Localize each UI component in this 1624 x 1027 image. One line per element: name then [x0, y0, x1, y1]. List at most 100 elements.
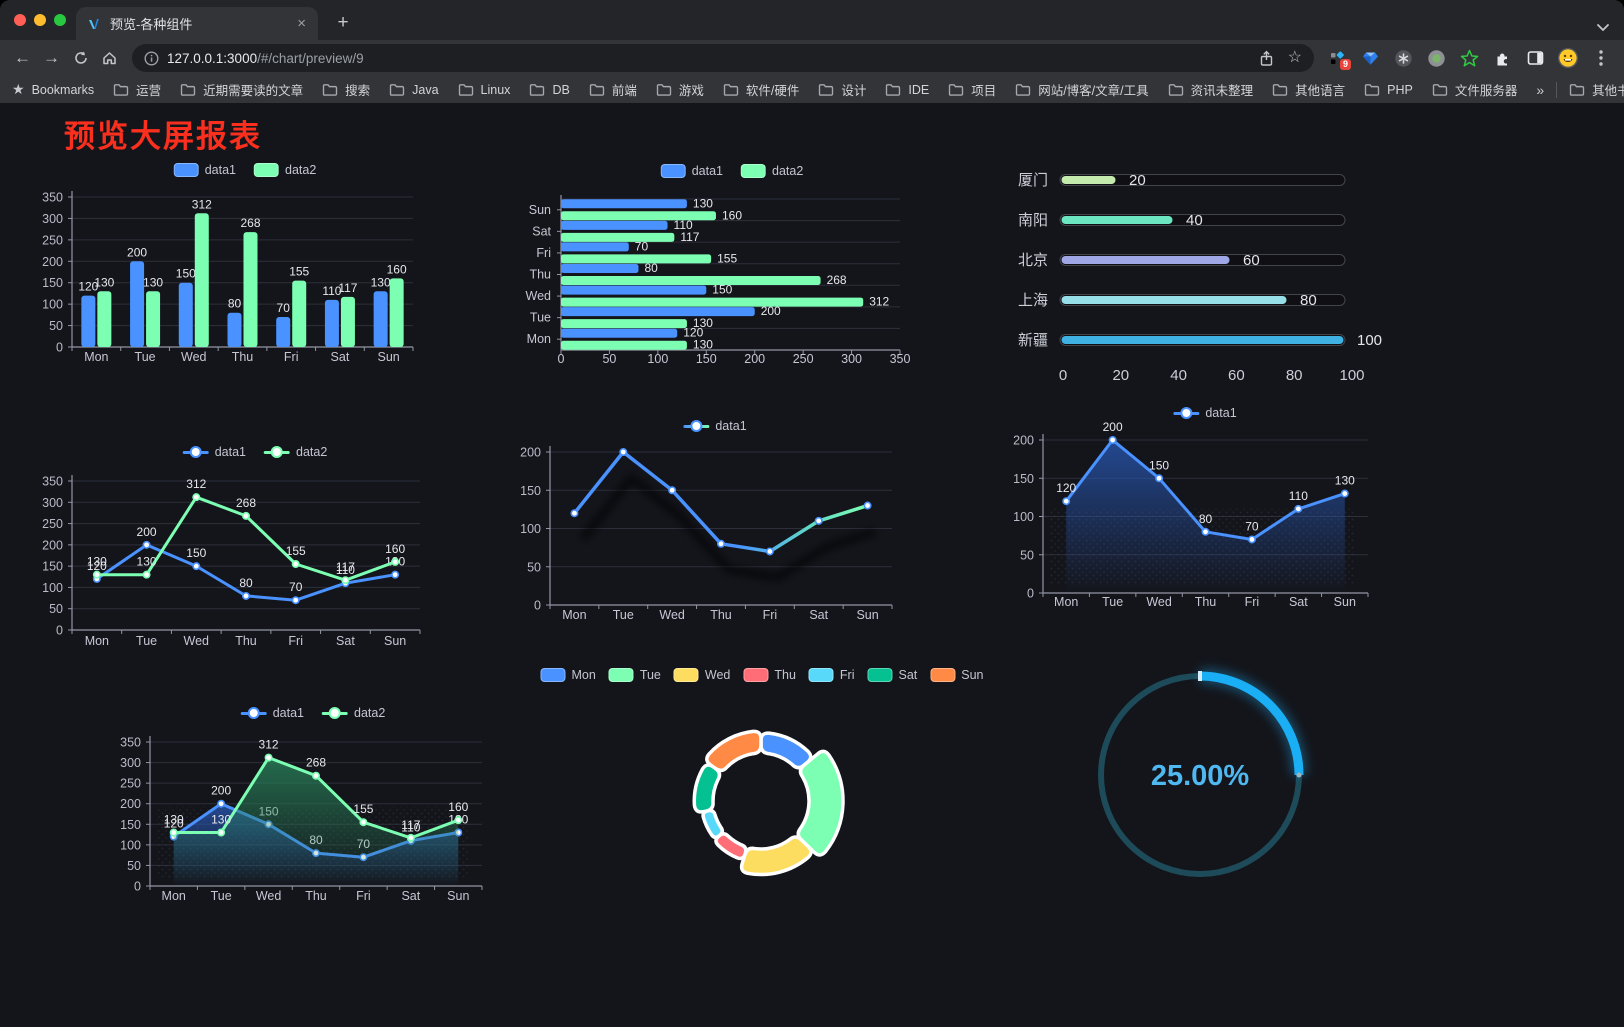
svg-text:Wed: Wed: [256, 889, 282, 903]
browser-menu-icon[interactable]: [1586, 44, 1616, 72]
bookmark-folder[interactable]: 游戏: [656, 80, 704, 99]
svg-text:40: 40: [1170, 367, 1187, 384]
legend-item[interactable]: Mon: [540, 668, 596, 682]
svg-text:60: 60: [1243, 252, 1260, 269]
legend-item[interactable]: Sat: [867, 668, 917, 682]
svg-text:100: 100: [1013, 510, 1034, 524]
bookmark-folder[interactable]: 资讯未整理: [1168, 80, 1253, 99]
close-window-button[interactable]: [14, 14, 26, 26]
share-icon[interactable]: [1259, 50, 1274, 67]
extension-grid-icon[interactable]: 9: [1322, 44, 1352, 72]
svg-text:Tue: Tue: [136, 634, 157, 648]
bookmark-folder[interactable]: 近期需要读的文章: [180, 80, 303, 99]
svg-text:110: 110: [336, 563, 355, 577]
legend-item[interactable]: data2: [254, 163, 316, 177]
bookmarks-bar: ★ Bookmarks 运营 近期需要读的文章 搜索 Java Linux DB 前端 游戏 软…: [0, 76, 1624, 104]
extension-star-icon[interactable]: [1454, 44, 1484, 72]
svg-text:Mon: Mon: [527, 332, 551, 346]
legend-item[interactable]: data1: [240, 706, 304, 720]
extension-record-icon[interactable]: [1421, 44, 1451, 72]
folder-icon: [656, 83, 672, 96]
other-bookmarks-folder[interactable]: 其他书签: [1569, 80, 1624, 99]
bookmarks-overflow-chevron[interactable]: »: [1536, 81, 1545, 98]
bookmark-folder[interactable]: 搜索: [322, 80, 370, 99]
browser-toolbar: ← → 127.0.0.1:3000/#/chart/preview/9: [0, 40, 1624, 76]
legend-item[interactable]: data2: [741, 164, 803, 178]
bookmark-folder[interactable]: 运营: [113, 80, 161, 99]
svg-text:120: 120: [87, 559, 107, 573]
new-tab-button[interactable]: +: [337, 12, 349, 33]
legend-item[interactable]: Fri: [808, 668, 855, 682]
svg-text:80: 80: [644, 261, 658, 275]
browser-tab[interactable]: 预览-各种组件 ×: [76, 7, 318, 40]
forward-button[interactable]: →: [43, 48, 60, 67]
back-button[interactable]: ←: [14, 48, 31, 67]
bookmark-folder[interactable]: DB: [529, 83, 570, 97]
bookmark-folder[interactable]: Linux: [458, 83, 510, 97]
legend-item[interactable]: Sun: [930, 668, 984, 682]
bookmark-folder-label: 搜索: [345, 84, 371, 98]
bookmark-folder[interactable]: Java: [389, 83, 439, 97]
site-info-icon[interactable]: [144, 50, 159, 66]
legend-item[interactable]: Wed: [673, 668, 731, 682]
tab-search-chevron-icon[interactable]: [1596, 23, 1610, 32]
bookmark-star-icon[interactable]: ☆: [1287, 49, 1302, 66]
svg-text:Thu: Thu: [305, 889, 327, 903]
profile-avatar[interactable]: [1553, 44, 1583, 72]
maximize-window-button[interactable]: [54, 14, 66, 26]
home-button[interactable]: [95, 44, 124, 72]
legend-item[interactable]: data1: [683, 419, 747, 433]
svg-text:250: 250: [120, 777, 141, 791]
legend-item[interactable]: Tue: [608, 668, 661, 682]
bookmark-folder[interactable]: 其他语言: [1272, 80, 1345, 99]
svg-text:117: 117: [338, 281, 357, 295]
legend-item-label: data2: [354, 706, 386, 720]
extension-command-icon[interactable]: [1388, 44, 1418, 72]
svg-text:130: 130: [137, 555, 157, 569]
extension-gem-icon[interactable]: [1355, 44, 1385, 72]
reload-button[interactable]: [66, 44, 95, 72]
legend-item-label: data1: [715, 419, 747, 433]
bookmark-folder[interactable]: 软件/硬件: [723, 80, 799, 99]
legend-item[interactable]: data2: [264, 445, 327, 459]
bookmarks-label: Bookmarks: [31, 82, 95, 97]
extensions-puzzle-icon[interactable]: [1487, 44, 1517, 72]
legend-item-label: data2: [285, 163, 317, 177]
minimize-window-button[interactable]: [34, 14, 46, 26]
svg-text:Wed: Wed: [526, 289, 552, 303]
side-panel-icon[interactable]: [1520, 44, 1550, 72]
legend-item[interactable]: data1: [182, 445, 246, 459]
svg-text:200: 200: [127, 245, 147, 259]
legend-item-label: Wed: [704, 668, 731, 682]
bookmark-folder[interactable]: 网站/博客/文章/工具: [1015, 80, 1149, 99]
svg-text:117: 117: [336, 560, 355, 574]
bookmark-folder-list: 运营 近期需要读的文章 搜索 Java Linux DB 前端 游戏 软件/硬件 设计 IDE 项目 网…: [113, 80, 1517, 99]
tab-close-icon[interactable]: ×: [297, 15, 306, 32]
bookmark-folder[interactable]: 文件服务器: [1432, 80, 1517, 99]
bookmark-folder[interactable]: PHP: [1364, 83, 1413, 97]
bookmark-folder[interactable]: 前端: [589, 80, 637, 99]
legend-item[interactable]: data1: [1173, 406, 1237, 420]
legend-item[interactable]: data2: [322, 706, 385, 720]
legend-item[interactable]: data1: [660, 164, 723, 178]
address-bar[interactable]: 127.0.0.1:3000/#/chart/preview/9 ☆: [132, 44, 1314, 72]
bookmark-folder[interactable]: IDE: [885, 83, 929, 97]
svg-text:Thu: Thu: [1195, 595, 1217, 609]
bookmarks-manager[interactable]: ★ Bookmarks: [12, 81, 94, 98]
svg-text:Mon: Mon: [84, 350, 108, 364]
bookmark-folder[interactable]: 设计: [818, 80, 866, 99]
svg-text:Mon: Mon: [162, 889, 186, 903]
svg-text:250: 250: [793, 352, 814, 366]
legend-item[interactable]: data1: [173, 163, 236, 177]
svg-text:120: 120: [164, 817, 184, 831]
svg-text:Fri: Fri: [1245, 595, 1260, 609]
bookmark-folder-label: 网站/博客/文章/工具: [1038, 84, 1149, 98]
bookmark-folder[interactable]: 项目: [948, 80, 996, 99]
legend-marker: [608, 668, 634, 682]
page-title: 预览大屏报表: [64, 119, 262, 154]
legend-item[interactable]: Thu: [743, 668, 796, 682]
svg-text:312: 312: [186, 477, 206, 491]
tab-strip: 预览-各种组件 × +: [0, 0, 1624, 40]
svg-text:80: 80: [1199, 512, 1213, 526]
